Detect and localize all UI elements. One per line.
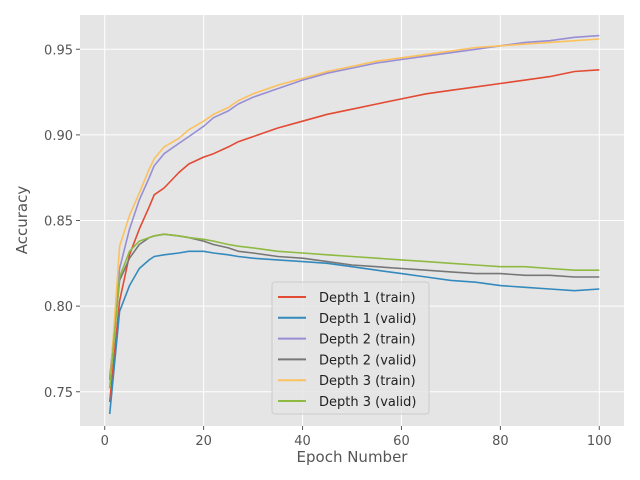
legend-label: Depth 3 (valid) <box>319 395 416 410</box>
legend-label: Depth 1 (valid) <box>319 312 416 327</box>
y-tick-label: 0.85 <box>44 215 73 230</box>
series-line <box>108 233 600 389</box>
legend-box <box>271 281 430 415</box>
series-line <box>108 34 600 380</box>
y-tick-label: 0.90 <box>44 129 73 144</box>
legend-label: Depth 2 (valid) <box>319 353 416 368</box>
x-axis-title: Epoch Number <box>297 448 409 466</box>
series-line <box>108 69 600 403</box>
grid <box>80 15 624 426</box>
legend-label: Depth 3 (train) <box>319 374 416 389</box>
y-axis-ticks: 0.75 0.80 0.85 0.90 0.95 <box>44 43 80 401</box>
series-line <box>108 250 600 415</box>
x-tick-label: 100 <box>587 434 612 449</box>
x-axis-ticks: 0 20 40 60 80 100 <box>101 426 612 449</box>
x-tick-label: 60 <box>393 434 410 449</box>
y-tick-label: 0.95 <box>44 43 73 58</box>
x-tick-label: 80 <box>492 434 509 449</box>
x-tick-label: 40 <box>294 434 311 449</box>
y-tick-label: 0.75 <box>44 386 73 401</box>
x-tick-label: 20 <box>195 434 212 449</box>
legend: Depth 1 (train) Depth 1 (valid) Depth 2 (t… <box>271 281 430 415</box>
series-lines <box>108 34 600 415</box>
y-axis-title: Accuracy <box>13 186 31 255</box>
series-line <box>108 38 600 389</box>
legend-label: Depth 1 (train) <box>319 291 416 306</box>
legend-label: Depth 2 (train) <box>319 333 416 348</box>
x-tick-label: 0 <box>101 434 109 449</box>
y-tick-label: 0.80 <box>44 300 73 315</box>
